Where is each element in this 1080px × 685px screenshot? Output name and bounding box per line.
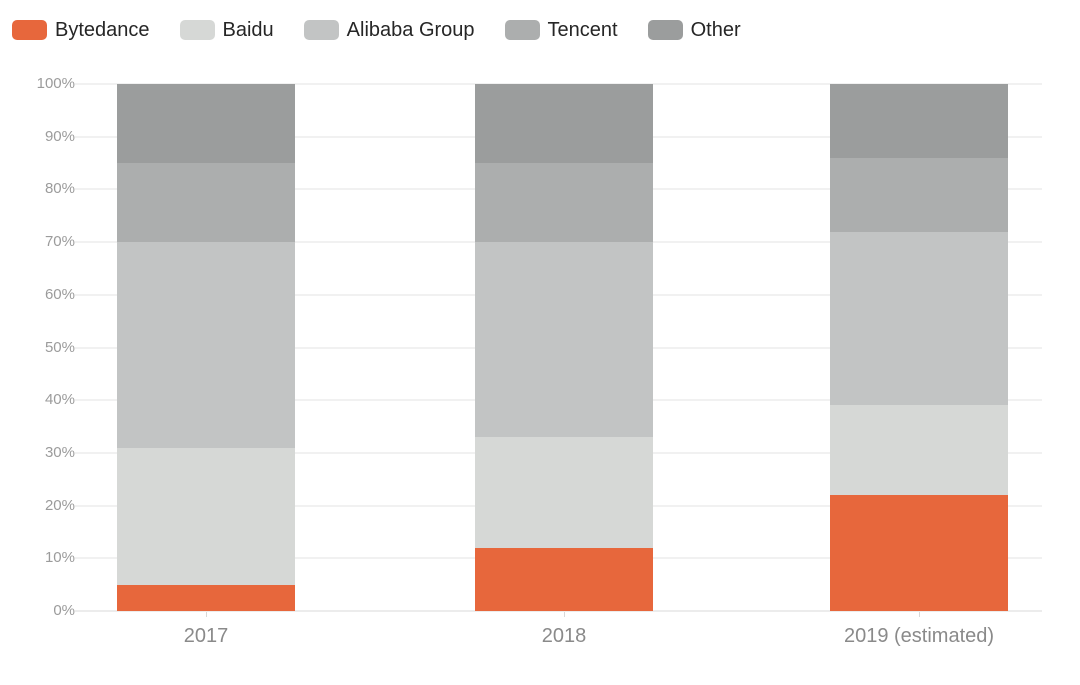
legend-label: Other (690, 19, 741, 41)
bar-segment-alibaba-group (475, 242, 653, 438)
bar-segment-bytedance (475, 547, 653, 611)
bar-2017 (117, 84, 295, 611)
y-tick-label-40: 40% (44, 391, 75, 409)
legend-item-other: Other (647, 19, 741, 41)
legend-label: Tencent (547, 19, 618, 41)
bar-segment-other (475, 84, 653, 164)
legend-label: Alibaba Group (346, 19, 475, 41)
gridline-0 (75, 610, 1042, 612)
legend-item-tencent: Tencent (504, 19, 618, 41)
x-tick-label-2: 2018 (541, 625, 587, 647)
bar-segment-bytedance (830, 495, 1008, 611)
plot-area (75, 83, 1042, 612)
bar-segment-tencent (830, 157, 1008, 232)
bar-segment-other (117, 84, 295, 164)
legend-item-bytedance: Bytedance (12, 20, 150, 40)
bar-segment-tencent (117, 163, 295, 243)
legend-swatch-icon (504, 20, 540, 40)
bar-segment-tencent (475, 163, 653, 243)
legend-item-baidu: Baidu (179, 19, 274, 41)
y-tick-label-60: 60% (44, 285, 75, 303)
bar-2019-estimated- (830, 84, 1008, 611)
legend-label: Baidu (222, 19, 274, 41)
legend-swatch-icon (12, 20, 47, 40)
bar-segment-alibaba-group (830, 231, 1008, 406)
bar-segment-baidu (117, 447, 295, 585)
y-tick-label-90: 90% (44, 127, 75, 145)
x-tick-label-1: 2017 (183, 625, 229, 647)
y-tick-label-50: 50% (44, 338, 75, 356)
legend-swatch-icon (303, 20, 339, 40)
y-tick-label-0: 0% (53, 602, 75, 619)
bar-segment-alibaba-group (117, 242, 295, 448)
y-tick-label-10: 10% (44, 549, 75, 567)
legend-item-alibaba-group: Alibaba Group (303, 19, 475, 41)
legend: Bytedance Baidu Alibaba Group Tencent Other (12, 20, 741, 40)
bar-2018 (475, 84, 653, 611)
bar-segment-baidu (475, 437, 653, 548)
x-tick (919, 612, 920, 617)
x-tick-label-3: 2019 (estimated) (843, 625, 995, 647)
bar-segment-baidu (830, 405, 1008, 496)
y-tick-label-70: 70% (44, 233, 75, 251)
y-tick-label-80: 80% (44, 180, 75, 198)
y-tick-label-30: 30% (44, 443, 75, 461)
x-tick (206, 612, 207, 617)
bar-segment-other (830, 84, 1008, 158)
legend-swatch-icon (179, 20, 215, 40)
legend-label: Bytedance (55, 19, 150, 41)
gridline-100 (75, 83, 1042, 85)
y-tick-label-100: 100% (36, 75, 75, 92)
bar-segment-bytedance (117, 584, 295, 611)
legend-swatch-icon (647, 20, 683, 40)
y-tick-label-20: 20% (44, 496, 75, 514)
x-tick (564, 612, 565, 617)
